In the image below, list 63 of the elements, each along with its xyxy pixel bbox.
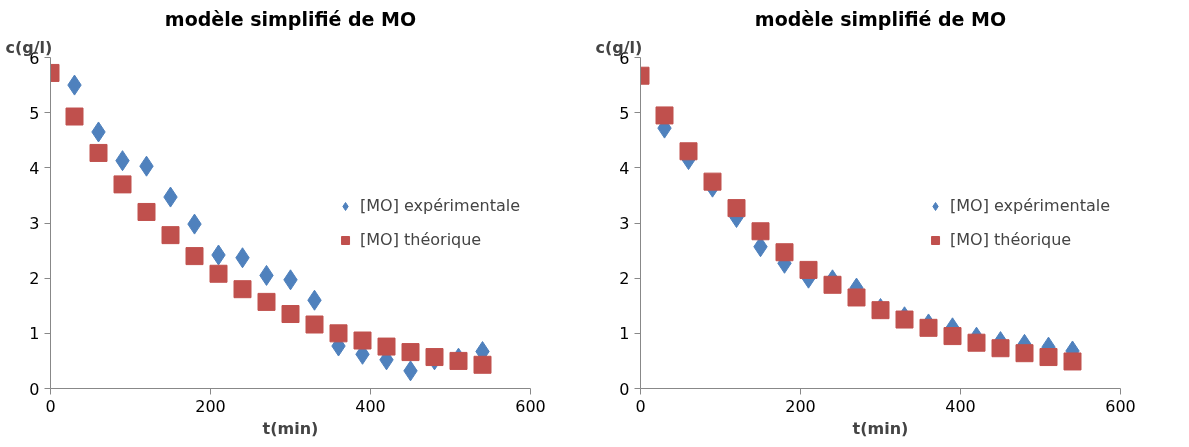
y-tick-label: 0 [29, 379, 40, 399]
y-tick-label: 2 [29, 269, 40, 289]
y-tick-label: 3 [619, 214, 630, 233]
y-tick-label: 5 [29, 103, 40, 123]
point [449, 351, 468, 370]
y-tick-label: 2 [619, 269, 630, 289]
point [1063, 352, 1082, 371]
x-axis-title: t(min) [262, 418, 319, 438]
point [353, 331, 372, 350]
point [137, 202, 156, 221]
point [895, 310, 914, 329]
point [727, 199, 746, 218]
point [329, 324, 348, 343]
point [401, 343, 420, 362]
x-tick-label: 400 [355, 396, 386, 416]
y-tick-label: 1 [29, 324, 40, 344]
x-tick-label: 200 [195, 396, 226, 416]
point [305, 315, 324, 334]
point [967, 333, 986, 352]
point [703, 172, 722, 191]
point [823, 275, 842, 294]
legend-label: [MO] expérimentale [360, 196, 520, 215]
point [233, 280, 252, 299]
y-tick-label: 4 [619, 158, 630, 178]
point [919, 318, 938, 337]
point [751, 222, 770, 241]
x-tick-label: 0 [45, 396, 56, 416]
point [209, 264, 228, 283]
chart-title: modèle simplifié de MO [754, 7, 1007, 30]
x-tick-label: 600 [515, 396, 546, 416]
point [113, 175, 132, 194]
point [679, 142, 698, 161]
legend-label: [MO] théorique [360, 230, 482, 249]
legend-label: [MO] expérimentale [950, 196, 1110, 215]
point [1039, 348, 1058, 367]
point [473, 355, 492, 374]
point [943, 327, 962, 346]
point [65, 107, 84, 126]
point [257, 292, 276, 311]
point [161, 226, 180, 245]
legend-label: [MO] théorique [950, 230, 1072, 249]
y-tick-label: 4 [29, 158, 40, 178]
point [281, 305, 300, 324]
x-axis-title: t(min) [852, 418, 909, 438]
point [425, 348, 444, 367]
x-tick-label: 400 [945, 396, 976, 416]
y-tick-label: 1 [619, 324, 630, 344]
point [799, 260, 818, 279]
chart-title: modèle simplifié de MO [164, 7, 417, 30]
point [89, 143, 108, 162]
point [775, 243, 794, 262]
point [847, 288, 866, 307]
y-tick-label: 0 [619, 379, 630, 399]
point [1015, 344, 1034, 363]
x-tick-label: 600 [1105, 396, 1136, 416]
point [377, 337, 396, 356]
y-tick-label: 5 [619, 103, 630, 123]
point [991, 339, 1010, 358]
x-tick-label: 0 [635, 396, 646, 416]
point [185, 247, 204, 266]
point [655, 106, 674, 125]
x-tick-label: 200 [785, 396, 816, 416]
y-tick-label: 3 [29, 214, 40, 233]
